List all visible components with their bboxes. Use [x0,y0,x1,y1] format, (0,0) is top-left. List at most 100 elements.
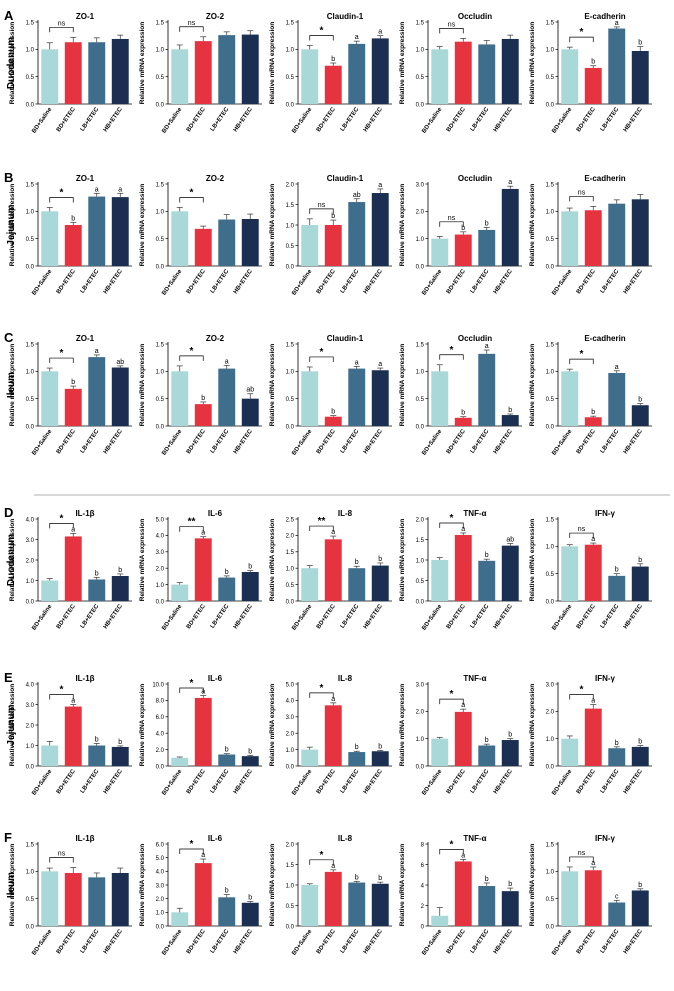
bar [88,42,106,104]
category-label: LB+ETEC [210,428,231,455]
bar [431,238,449,266]
chart-panel: Claudin-1 Relative mRNA expression 0.0 0.5 1… [269,174,392,297]
bar [561,871,579,926]
bar [41,211,59,266]
chart-title: Claudin-1 [327,174,364,183]
chart-panel: E-cadherin Relative mRNA expression 0.0 0.5… [529,12,652,135]
y-tick-label: 1.5 [156,20,165,26]
significance-letter: c [615,893,619,900]
bar [561,371,579,426]
bar [241,571,259,601]
bar [501,891,519,926]
category-label: BD+Saline [551,106,573,134]
chart-title: IL-6 [208,509,223,518]
category-label: BD+ETEC [446,428,467,455]
y-axis-label: Relative mRNA expression [139,184,146,267]
bar [64,388,82,426]
category-label: HB+ETEC [623,603,644,630]
y-tick-label: 1.0 [286,748,295,754]
y-tick-label: 1.0 [156,583,165,589]
y-tick-label: 6.0 [156,715,165,721]
tissue-label: Jejunum [6,704,17,745]
category-label: HB+ETEC [623,106,644,133]
category-label: BD+ETEC [56,603,77,630]
category-label: LB+ETEC [600,768,621,795]
significance-letter: ab [246,387,254,394]
bar [324,416,342,426]
category-label: BD+ETEC [316,768,337,795]
category-label: BD+Saline [421,603,443,631]
bar [478,560,496,601]
comparison-bracket [179,526,204,532]
bar [631,199,649,266]
panel-letter: C [4,330,14,345]
significance-letter: b [355,744,359,751]
category-label: BD+ETEC [446,106,467,133]
bar [88,579,106,601]
y-tick-label: 0.5 [546,75,555,81]
bar [324,225,342,266]
category-label: LB+ETEC [340,106,361,133]
y-tick-label: 5.0 [156,856,165,862]
category-label: LB+ETEC [340,768,361,795]
category-label: LB+ETEC [80,928,101,955]
y-tick-label: 2.0 [416,210,425,216]
y-tick-label: 2.0 [26,558,35,564]
bar [324,871,342,926]
chart-title: ZO-1 [76,334,95,343]
y-tick-label: 0.0 [286,764,295,770]
chart-title: TNF-α [463,834,486,843]
bar [88,745,106,766]
chart-title: E-cadherin [584,12,625,21]
category-label: BD+Saline [421,106,443,134]
bar [631,50,649,104]
significance-label: * [190,346,194,357]
category-label: HB+ETEC [233,928,254,955]
chart-title: IFN-γ [595,509,616,518]
category-label: HB+ETEC [103,928,124,955]
significance-letter: b [508,881,512,888]
chart-panel: ZO-2 Relative mRNA expression 0.0 0.5 1.0 1.5… [139,174,262,297]
bar [111,38,129,104]
y-tick-label: 0.0 [156,424,165,430]
y-axis-label: Relative mRNA expression [139,22,146,105]
significance-letter: b [225,888,229,895]
significance-letter: a [378,29,382,36]
bar [41,371,59,426]
category-label: LB+ETEC [600,268,621,295]
y-tick-label: 1.0 [156,210,165,216]
category-label: BD+Saline [551,603,573,631]
significance-letter: b [378,875,382,882]
category-label: LB+ETEC [600,603,621,630]
bar [371,38,389,104]
category-label: BD+Saline [31,928,53,956]
bar [171,211,189,266]
y-tick-label: 1.0 [26,744,35,750]
category-label: HB+ETEC [103,428,124,455]
significance-letter: b [118,567,122,574]
bar [478,886,496,926]
bar [584,708,602,766]
significance-letter: a [95,186,99,193]
comparison-bracket [439,698,464,705]
y-tick-label: 1.0 [26,48,35,54]
chart-title: ZO-2 [206,174,225,183]
bar [241,902,259,926]
chart-panel: TNF-α Relative mRNA expression 0.0 1.0 2.0 3.… [399,674,522,797]
significance-label: * [580,349,584,360]
y-tick-label: 1.5 [546,517,555,523]
significance-letter: a [591,536,595,543]
y-tick-label: 1.0 [286,567,295,573]
y-tick-label: 1.0 [546,737,555,743]
bar [454,861,472,926]
category-label: LB+ETEC [340,603,361,630]
y-axis-label: Relative mRNA expression [139,684,146,767]
significance-letter: a [95,348,99,355]
y-tick-label: 2.0 [416,517,425,523]
chart-title: IL-8 [338,509,353,518]
significance-letter: a [71,526,75,533]
significance-letter: b [118,739,122,746]
category-label: LB+ETEC [340,928,361,955]
y-tick-label: 1.5 [546,842,555,848]
y-tick-label: 1.0 [156,911,165,917]
